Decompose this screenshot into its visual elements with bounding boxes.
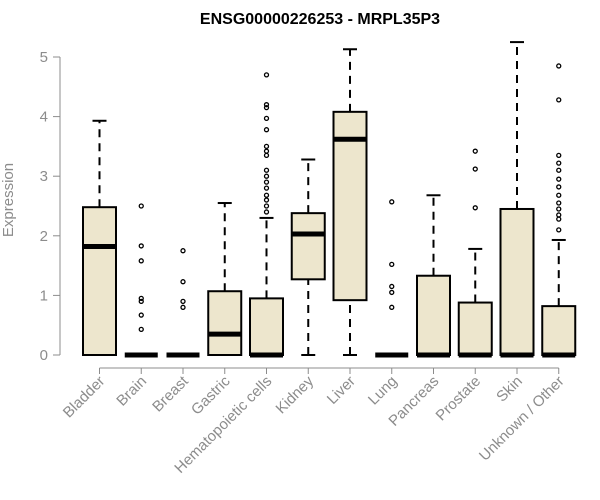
outlier-point [556,227,562,233]
y-tick-label: 5 [40,49,48,66]
outlier-point [180,279,186,285]
outlier-point [263,185,270,191]
outlier-point [138,312,144,318]
x-tick-label: Lung [365,373,401,409]
box-body [290,212,326,281]
outlier-point [138,295,144,302]
outlier-point [180,248,186,254]
outlier-point [263,203,270,209]
outlier-point [556,184,562,190]
box-group [124,203,158,358]
box-group [541,63,577,358]
box-body [82,206,117,356]
box-body [541,305,577,356]
outlier-point [180,298,186,305]
y-axis-label: Expression [0,163,17,237]
outlier-point [556,63,562,69]
outlier-point [556,216,562,222]
outlier-point [389,199,395,205]
box-group [416,194,451,358]
box-group [207,202,243,356]
box-group [82,119,117,356]
outlier-point [556,97,562,103]
outlier-point [556,192,562,198]
outlier-point [263,102,270,108]
box-group [457,148,493,358]
outlier-point [556,200,562,206]
outlier-point [263,173,270,179]
outlier-point [389,283,395,290]
outlier-point [263,143,270,150]
outlier-point [263,167,270,173]
outlier-point [263,152,270,158]
box-series [82,41,577,358]
chart-title: ENSG00000226253 - MRPL35P3 [200,11,440,28]
box-body [249,297,284,357]
box-body [499,207,535,356]
outlier-point [556,167,562,173]
box-body [332,110,368,302]
x-tick-label: Prostate [433,373,485,425]
outlier-point [472,148,478,154]
outlier-point [472,205,478,211]
outlier-point [138,326,144,333]
outlier-point [389,261,395,268]
outlier-point [556,212,562,218]
y-tick-label: 0 [40,347,48,364]
x-tick-label: Liver [324,373,359,408]
x-tick-label: Bladder [60,373,109,422]
outlier-point [263,127,270,133]
x-tick-label: Kidney [273,372,318,417]
outlier-point [389,289,395,296]
outlier-point [263,115,270,122]
outlier-point [556,152,562,158]
box-body [457,301,493,356]
outlier-point [389,304,395,310]
y-tick-label: 3 [40,168,48,185]
outlier-point [263,179,270,185]
box-group [249,72,284,358]
outlier-point [138,258,144,264]
outlier-point [138,243,144,249]
outlier-point [180,304,186,310]
y-axis: 0 1 2 3 4 5 [40,49,61,364]
box-body [416,274,451,356]
outlier-point [556,206,562,212]
outlier-point [556,160,562,166]
outlier-point [138,298,144,305]
box-group [375,199,409,358]
y-tick-label: 4 [40,109,48,126]
x-tick-label: Brain [113,373,150,410]
box-group [332,48,368,356]
outlier-point [263,72,270,78]
outlier-point [263,105,270,111]
x-tick-label: Skin [493,373,526,406]
box-group [290,158,326,356]
box-body [207,290,243,356]
outlier-point [263,192,270,198]
outlier-point [138,203,144,209]
y-tick-label: 2 [40,228,48,245]
outlier-point [472,166,478,172]
outlier-point [263,148,270,154]
x-tick-label: Breast [149,372,192,415]
box-group [499,41,535,358]
y-tick-label: 1 [40,287,48,304]
outlier-point [263,209,270,215]
outlier-point [556,176,562,182]
outlier-point [263,197,270,203]
box-group [166,248,200,358]
